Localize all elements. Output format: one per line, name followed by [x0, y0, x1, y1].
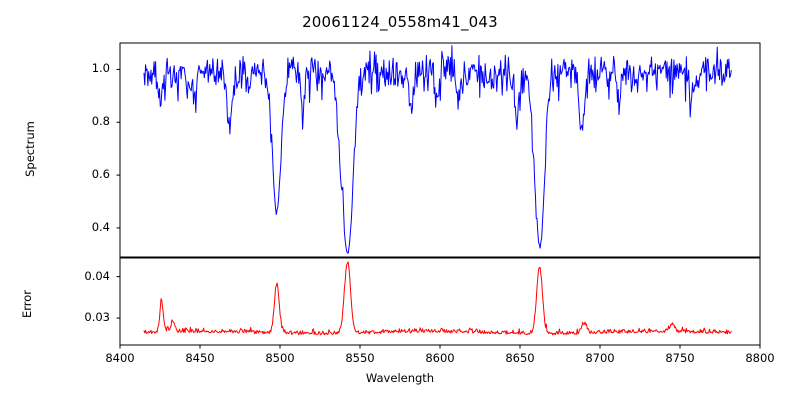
spectrum-data-line [143, 45, 732, 254]
error-y-tick-label: 0.03 [84, 310, 110, 325]
error-y-tick-label: 0.04 [84, 268, 110, 283]
error-y-axis-label: Error [20, 289, 34, 319]
x-tick-label: 8700 [585, 351, 615, 365]
spectrum-y-tick-label: 0.4 [91, 219, 110, 234]
spectrum-panel-frame [119, 42, 761, 258]
x-tick-label: 8800 [745, 351, 775, 365]
spectrum-y-tick-label: 0.6 [91, 167, 110, 182]
x-tick-label: 8500 [265, 351, 295, 365]
error-tick-marks [116, 276, 761, 349]
error-data-line [143, 261, 732, 336]
spectrum-y-axis-label: Spectrum [23, 121, 37, 177]
spectrum-y-tick-label: 0.8 [91, 114, 110, 129]
spectrum-y-tick-label: 1.0 [91, 61, 110, 76]
error-series [143, 261, 732, 336]
x-tick-label: 8450 [185, 351, 215, 365]
x-tick-label: 8600 [425, 351, 455, 365]
x-tick-label: 8550 [345, 351, 375, 365]
x-axis-label: Wavelength [365, 371, 435, 385]
x-tick-label: 8650 [505, 351, 535, 365]
figure-title: 20061124_0558m41_043 [302, 13, 498, 31]
spectrum-series [143, 45, 732, 254]
x-tick-label: 8400 [105, 351, 135, 365]
x-tick-label: 8750 [665, 351, 695, 365]
spectrum-tick-marks [116, 68, 120, 229]
